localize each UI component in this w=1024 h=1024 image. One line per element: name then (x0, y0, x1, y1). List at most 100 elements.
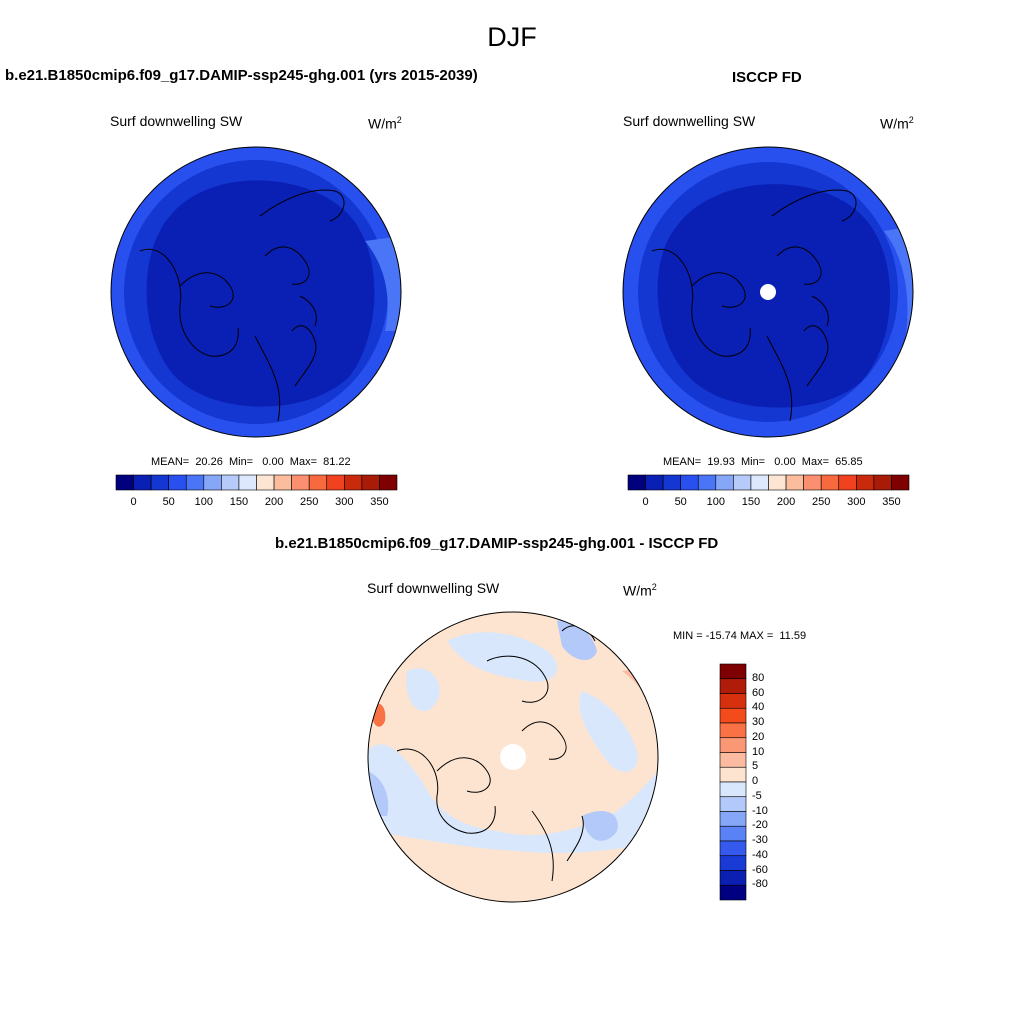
season-title: DJF (487, 22, 537, 52)
obs-colorbar-swatch (820, 474, 840, 491)
obs-colorbar-swatch (662, 474, 681, 491)
obs-colorbar-swatch (838, 474, 857, 491)
obs-colorbar-swatch (645, 474, 664, 491)
model-map-boundary (110, 146, 402, 438)
diff-colorbar-swatch (719, 781, 747, 798)
obs-colorbar-tick-label: 300 (847, 496, 866, 508)
model-colorbar-tick-label: 200 (264, 496, 284, 508)
diff-colorbar-swatch (719, 693, 747, 709)
model-map-inner-field (146, 180, 375, 407)
obs-colorbar-swatch (873, 474, 892, 491)
model-colorbar-swatch (185, 474, 205, 491)
diff-colorbar-swatch (719, 663, 747, 680)
obs-colorbar-tick-label: 100 (706, 496, 725, 508)
obs-colorbar-swatch (785, 474, 804, 491)
diff-colorbar-swatch (719, 796, 747, 812)
model-colorbar-swatch (256, 474, 275, 491)
obs-colorbar-swatch (803, 474, 822, 491)
model-colorbar-swatch (344, 474, 363, 491)
obs-colorbar-swatch (697, 474, 717, 491)
diff-colorbar-swatch (719, 811, 747, 827)
model-stats: MEAN= 20.26 Min= 0.00 Max= 81.22 (151, 456, 351, 468)
diff-colorbar-tick-label: -5 (752, 789, 762, 802)
diff-colorbar-swatch (719, 840, 747, 857)
diff-colorbar-swatch (719, 766, 747, 783)
obs-colorbar-swatch (768, 474, 787, 491)
diff-colorbar-tick-label: 0 (752, 775, 759, 787)
diff-map-boundary (367, 611, 659, 903)
model-polar-map (110, 146, 402, 438)
diff-map-blue-region-east (579, 691, 638, 772)
diff-colorbar-tick-label: -30 (752, 834, 768, 846)
diff-colorbar-tick-label: 20 (752, 730, 765, 743)
diff-colorbar-tick-label: 60 (752, 686, 765, 699)
model-colorbar-tick-label: 100 (194, 496, 213, 508)
diff-colorbar-tick-label: -10 (752, 804, 768, 817)
diff-map-blue-region-north (447, 632, 558, 682)
diff-colorbar-swatch (719, 737, 747, 753)
obs-polar-map (622, 146, 914, 438)
diff-colorbar-tick-label: -60 (752, 863, 768, 876)
diff-colorbar-tick-label: 40 (752, 701, 765, 714)
diff-colorbar-swatch (719, 884, 747, 901)
diff-units-label: W/m2 (623, 582, 657, 599)
model-colorbar-swatch (203, 474, 222, 491)
obs-colorbar-tick-label: 150 (741, 496, 761, 508)
diff-colorbar-swatch (719, 870, 747, 886)
obs-colorbar (627, 474, 910, 491)
model-colorbar-swatch (308, 474, 328, 491)
diff-pole-hole (500, 744, 526, 770)
model-colorbar-swatch (150, 474, 169, 491)
obs-colorbar-swatch (680, 474, 699, 491)
model-colorbar-tick-label: 150 (229, 496, 249, 508)
obs-panel-title: ISCCP FD (732, 69, 802, 86)
diff-panel-title: b.e21.B1850cmip6.f09_g17.DAMIP-ssp245-gh… (275, 535, 719, 552)
diff-map-darker-blue-patch-2 (582, 811, 618, 841)
diff-colorbar-swatch (719, 855, 747, 871)
model-colorbar-tick-label: 0 (130, 496, 137, 508)
diff-map-darker-blue-patch-1 (557, 620, 597, 661)
model-coastlines (139, 189, 345, 422)
diff-colorbar-tick-label: -40 (752, 848, 768, 861)
obs-colorbar-swatch (891, 474, 910, 491)
obs-variable-label: Surf downwelling SW (623, 113, 756, 129)
obs-colorbar-swatch (627, 474, 646, 491)
model-map-light-patch (365, 236, 401, 331)
model-colorbar-swatch (115, 474, 134, 491)
obs-stats: MEAN= 19.93 Min= 0.00 Max= 65.85 (663, 456, 863, 468)
diff-colorbar-swatch (719, 825, 747, 842)
model-colorbar-swatch (238, 474, 257, 491)
diff-colorbar-tick-label: 30 (752, 716, 765, 728)
model-variable-label: Surf downwelling SW (110, 113, 243, 129)
model-colorbar-swatch (168, 474, 187, 491)
model-colorbar-swatch (133, 474, 152, 491)
diff-colorbar-tick-label: 10 (752, 745, 765, 758)
diff-colorbar-tick-label: 80 (752, 671, 765, 684)
model-panel-title: b.e21.B1850cmip6.f09_g17.DAMIP-ssp245-gh… (5, 67, 478, 84)
model-colorbar-tick-label: 300 (335, 496, 354, 508)
obs-colorbar-swatch (715, 474, 734, 491)
obs-colorbar-tick-label: 250 (812, 496, 831, 508)
model-colorbar-swatch (273, 474, 292, 491)
diff-colorbar-swatch (719, 678, 747, 694)
obs-colorbar-tick-label: 50 (674, 496, 687, 508)
obs-units-label: W/m2 (880, 115, 914, 132)
diff-colorbar-swatch (719, 752, 747, 768)
model-colorbar-swatch (221, 474, 240, 491)
model-units-label: W/m2 (368, 115, 402, 132)
model-colorbar-tick-label: 350 (370, 496, 389, 508)
model-colorbar-swatch (379, 474, 398, 491)
diff-map-blue-region-south (406, 668, 440, 711)
diff-coastlines (396, 625, 596, 882)
obs-colorbar-swatch (750, 474, 769, 491)
obs-coastlines (651, 189, 857, 422)
obs-pole-hole (760, 284, 776, 300)
diff-colorbar (719, 663, 747, 901)
model-colorbar-swatch (326, 474, 345, 491)
model-colorbar-swatch (361, 474, 380, 491)
diff-variable-label: Surf downwelling SW (367, 580, 500, 596)
obs-colorbar-tick-label: 350 (882, 496, 901, 508)
diff-polar-map (367, 611, 659, 903)
model-colorbar-swatch (291, 474, 310, 491)
model-colorbar (115, 474, 398, 491)
